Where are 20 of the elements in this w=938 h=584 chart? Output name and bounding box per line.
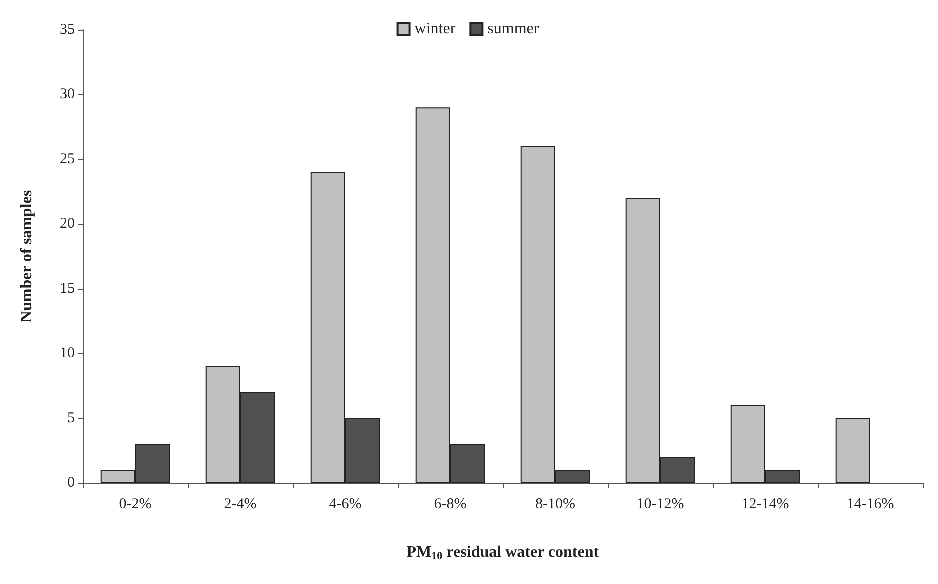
y-tick-label: 0	[68, 475, 75, 491]
y-tick-label: 15	[60, 280, 75, 297]
y-tick-label: 35	[60, 22, 75, 38]
y-axis-title: Number of samples	[18, 190, 36, 323]
y-tick-label: 30	[60, 86, 75, 103]
y-tick-label: 25	[60, 151, 75, 168]
x-tick-label: 4-6%	[329, 496, 362, 512]
x-tick-label: 6-8%	[434, 496, 467, 512]
bar	[836, 418, 870, 483]
x-tick-label: 10-12%	[636, 496, 684, 512]
x-tick-label: 12-14%	[742, 496, 790, 512]
legend-label: winter	[414, 20, 456, 38]
y-tick-label: 10	[60, 346, 75, 362]
y-tick-label: 20	[60, 216, 75, 232]
x-tick-label: 14-16%	[846, 496, 894, 512]
legend-label: summer	[488, 20, 540, 38]
y-tick-label: 5	[68, 410, 75, 426]
x-tick-label: 8-10%	[536, 496, 576, 512]
x-tick-label: 0-2%	[119, 496, 152, 512]
x-tick-label: 2-4%	[224, 496, 257, 512]
